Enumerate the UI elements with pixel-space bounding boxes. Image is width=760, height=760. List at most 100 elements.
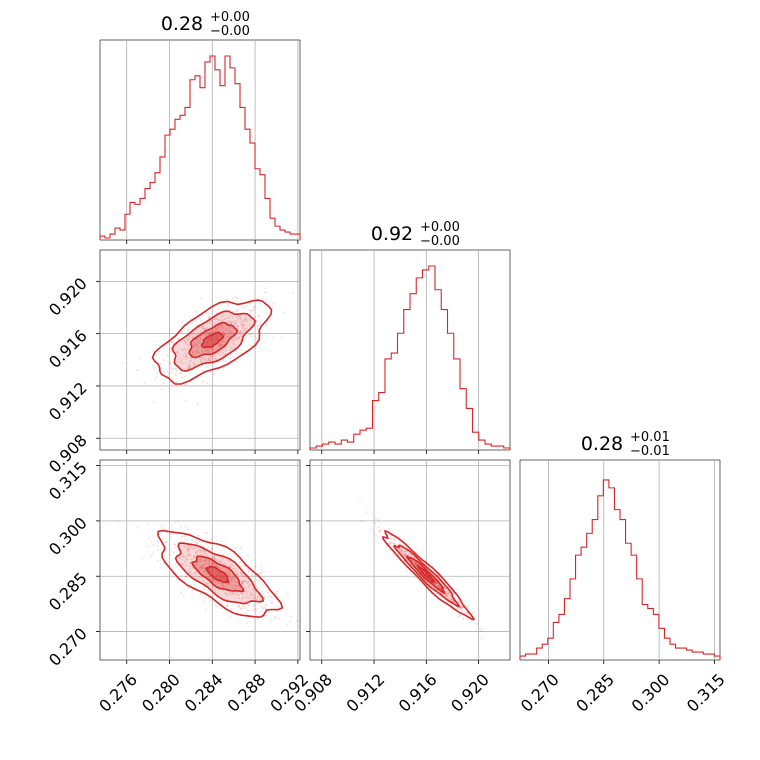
scatter-r2c0-point [232,567,235,570]
scatter-r2c0-point [189,562,191,565]
scatter-r1c0-point [215,334,217,337]
scatter-r1c0-point [176,380,178,383]
scatter-r2c0-point [186,555,188,558]
scatter-r2c0-point [204,532,206,534]
scatter-r1c0-point [225,349,227,352]
scatter-r2c0-point [225,592,227,595]
scatter-r2c1-point [437,586,440,589]
scatter-r2c1-contour-0 [382,529,476,621]
scatter-r2c0-point [187,570,190,573]
scatter-r1c0-point [214,358,217,360]
scatter-r1c0-point [183,339,186,342]
scatter-r2c0-point [215,572,218,574]
scatter-r2c1-point [413,556,416,559]
scatter-r2c1-point [436,585,439,588]
scatter-r2c0-point [136,526,139,529]
scatter-r2c0-point [208,569,210,571]
scatter-r2c1-point [380,528,382,531]
scatter-r1c0-point [248,309,251,311]
scatter-r2c0-point [250,592,252,595]
scatter-r2c0-point [204,573,207,575]
scatter-r1c0-point [201,338,204,341]
scatter-r1c0-point [213,335,215,338]
scatter-r1c0-point [213,349,215,352]
scatter-r2c0-point [168,544,170,546]
scatter-r2c0-point [191,538,193,541]
scatter-r2c0-point [173,543,176,546]
scatter-r2c0-point [208,576,211,579]
scatter-r1c0-point [204,349,207,352]
scatter-r2c0-point [286,593,289,596]
scatter-r2c0-point [204,596,207,599]
scatter-r1c0-point [271,306,274,309]
scatter-r2c0-point [216,576,219,579]
scatter-r1c0-point [200,297,202,300]
scatter-r1c0-point [191,333,194,336]
scatter-r2c1-point [402,553,404,556]
scatter-r2c0-point [181,558,183,561]
scatter-r2c1-point [443,586,446,589]
scatter-r2c0-point [169,536,172,538]
scatter-r2c1-point [464,611,466,614]
scatter-r1c0-point [223,333,226,336]
scatter-r1c0-point [143,382,146,385]
scatter-r2c1-point [481,627,484,630]
scatter-r2c1-point [449,596,452,599]
scatter-r1c0-point [215,317,218,320]
scatter-r1c0-point [224,352,226,355]
scatter-r2c0-point [242,580,245,583]
scatter-r2c1-point [434,581,437,584]
scatter-r2c0-point [179,526,182,529]
scatter-r1c0-point [235,344,237,347]
scatter-r1c0-point [154,378,157,381]
scatter-r1c0-point [250,332,253,335]
scatter-r2c0-point [221,577,223,580]
scatter-r2c0-point [228,576,231,579]
scatter-r2c0-point [184,576,187,578]
scatter-r1c0-point [171,341,174,343]
scatter-r2c1-point [447,592,450,594]
scatter-r2c1-point [377,526,380,529]
scatter-r1c0-point [197,345,200,348]
scatter-r2c0-point [199,566,202,569]
scatter-r2c0-point [216,580,218,583]
scatter-r1c0-point [215,322,217,325]
scatter-r2c1-point [393,539,396,542]
scatter-r1c0-point [240,318,242,320]
scatter-r2c1-point [390,537,393,540]
scatter-r2c0-point [174,546,177,548]
scatter-r1c0-point [241,327,244,330]
scatter-r1c0-point [221,340,224,343]
scatter-r1c0-point [193,350,196,352]
scatter-r1c0-point [176,351,179,353]
scatter-r2c0-point [204,559,207,561]
scatter-r2c0-point [204,609,207,611]
scatter-r2c0-point [211,562,214,565]
scatter-r2c1-point [443,586,446,589]
scatter-r1c0-point [188,329,191,332]
scatter-r2c0-point [185,525,188,528]
scatter-r2c0-point [183,546,186,549]
scatter-r2c0-point [252,597,254,600]
scatter-r2c0-point [224,592,227,595]
scatter-r2c0-point [247,582,249,585]
scatter-r2c0-point [225,584,228,587]
scatter-r1c0-point [195,344,198,347]
scatter-r2c0-point [267,591,270,594]
scatter-r2c0-point [194,547,197,549]
scatter-r1c0-point [231,320,234,323]
hist-3-title-plus: +0.01 [630,430,670,445]
scatter-r2c0-point [196,550,198,552]
scatter-r2c0-point [198,576,201,578]
scatter-r2c0-point [231,576,234,579]
scatter-r2c0-point [194,564,197,567]
scatter-r2c0-point [235,568,238,570]
scatter-r1c0-point [213,340,216,343]
scatter-r1c0-point [222,330,224,333]
scatter-r1c0-point [200,349,203,351]
scatter-r2c0-point [246,592,249,595]
scatter-r2c0-point [271,601,274,604]
scatter-r2c0-point [204,582,207,585]
scatter-r2c0-point [185,564,188,567]
scatter-r1c0-point [183,339,186,342]
